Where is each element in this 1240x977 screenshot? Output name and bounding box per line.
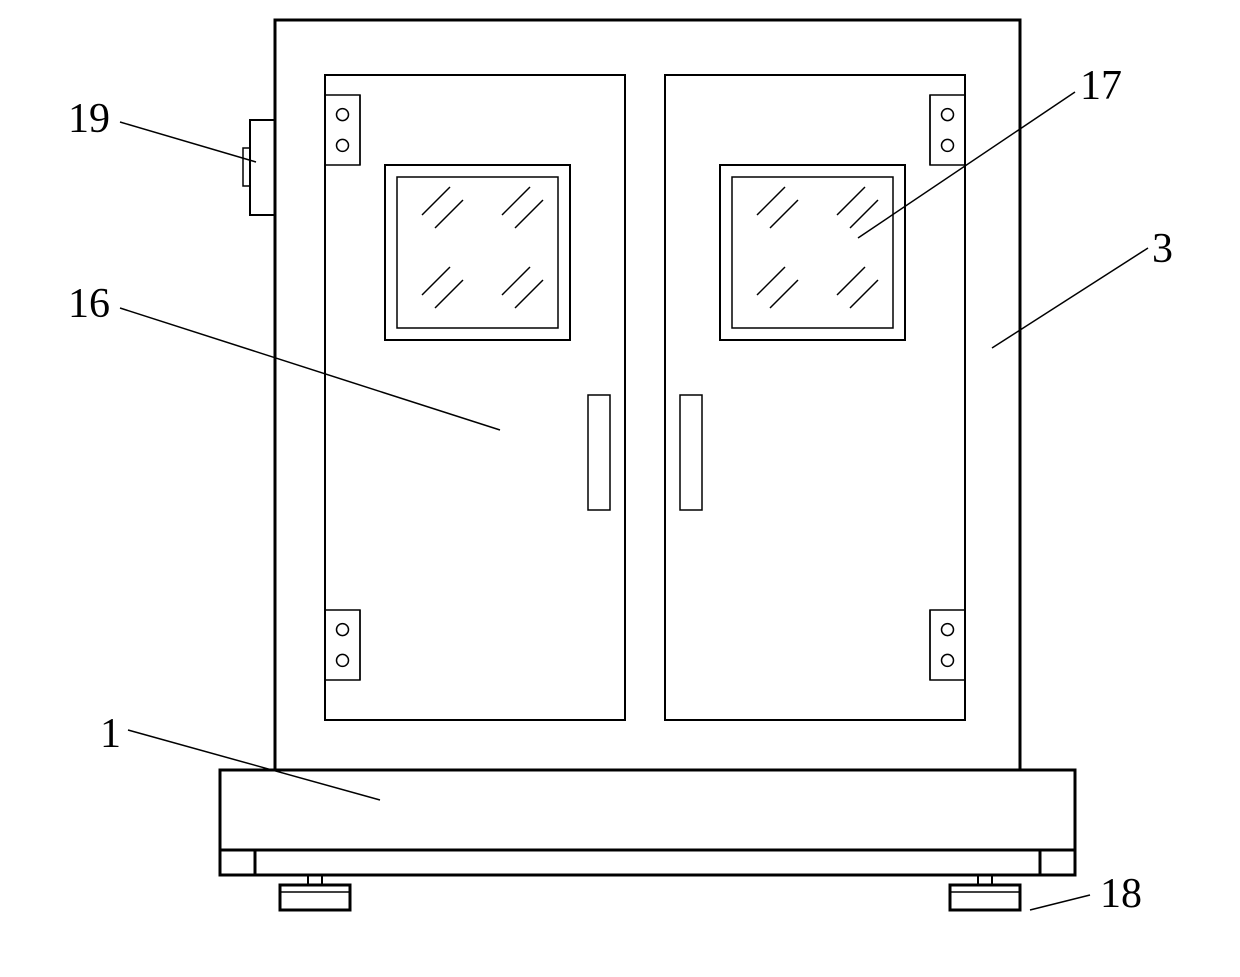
callout-label-18: 18 bbox=[1100, 870, 1142, 918]
callout-label-1: 1 bbox=[100, 710, 121, 758]
callout-label-19: 19 bbox=[68, 95, 110, 143]
callout-label-17: 17 bbox=[1080, 62, 1122, 110]
technical-diagram bbox=[0, 0, 1240, 977]
callout-label-16: 16 bbox=[68, 280, 110, 328]
callout-label-3: 3 bbox=[1152, 225, 1173, 273]
